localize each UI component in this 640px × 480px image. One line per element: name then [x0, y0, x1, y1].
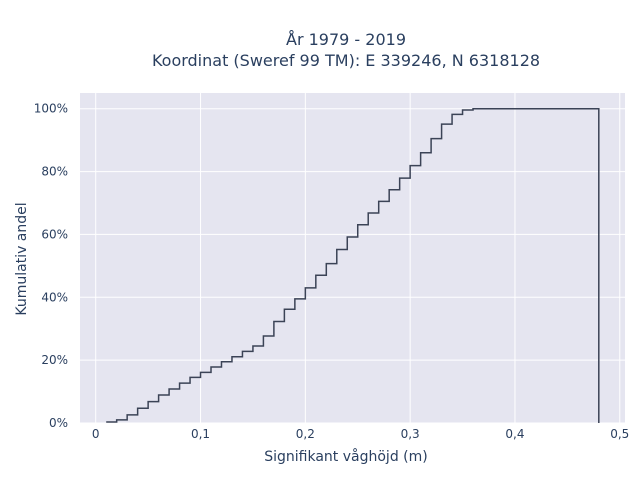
y-tick-label: 20%: [41, 353, 68, 367]
x-tick-label: 0,4: [505, 427, 524, 441]
y-tick-label: 0%: [49, 416, 68, 430]
y-tick-label: 60%: [41, 227, 68, 241]
y-tick-label: 80%: [41, 165, 68, 179]
x-tick-label: 0,1: [191, 427, 210, 441]
plot-background: [80, 93, 625, 423]
x-tick-label: 0,3: [401, 427, 420, 441]
x-axis-title: Signifikant våghöjd (m): [264, 448, 427, 465]
y-tick-labels: 0% 20% 40% 60% 80% 100%: [34, 102, 68, 430]
chart-subtitle: Koordinat (Sweref 99 TM): E 339246, N 63…: [152, 51, 540, 70]
x-tick-label: 0: [92, 427, 100, 441]
series-layer: [106, 107, 600, 423]
y-axis-title: Kumulativ andel: [14, 202, 30, 315]
x-tick-label: 0,5: [610, 427, 629, 441]
x-tick-label: 0,2: [296, 427, 315, 441]
cdf-step-line: [106, 107, 600, 423]
y-tick-label: 100%: [34, 102, 68, 116]
x-gridlines: [95, 93, 621, 423]
x-tick-labels: 0 0,1 0,2 0,3 0,4 0,5: [92, 427, 629, 441]
chart-title: År 1979 - 2019: [286, 30, 406, 49]
y-tick-label: 40%: [41, 290, 68, 304]
